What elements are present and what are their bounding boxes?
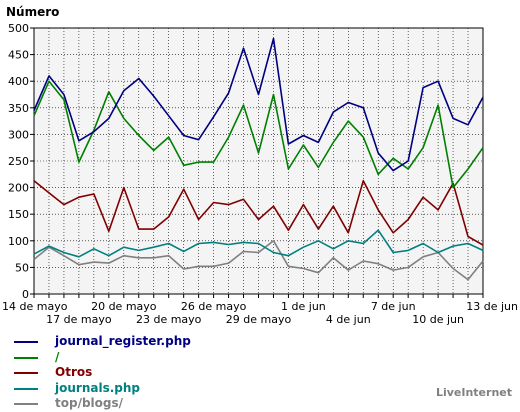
y-tick-label: 500 [8, 22, 29, 35]
x-tick-label: 1 de jun [281, 300, 326, 313]
series-group [33, 37, 484, 281]
series-line [33, 80, 484, 189]
y-axis-title: Número [6, 5, 59, 19]
series-line [33, 240, 484, 281]
x-tick-label: 23 de mayo [136, 313, 202, 326]
legend-swatch [14, 403, 38, 405]
y-tick-label: 150 [8, 208, 29, 221]
credit-label: LiveInternet [435, 386, 512, 399]
series-line [33, 229, 484, 258]
y-tick-label: 50 [15, 261, 29, 274]
y-tick-label: 400 [8, 75, 29, 88]
y-tick-label: 300 [8, 128, 29, 141]
legend-swatch [14, 372, 38, 374]
x-tick-label: 10 de jun [412, 313, 464, 326]
y-tick-label: 350 [8, 102, 29, 115]
y-tick-label: 250 [8, 155, 29, 168]
legend-swatch [14, 341, 38, 343]
legend-label: journal_register.php [55, 334, 191, 348]
legend-swatch [14, 356, 38, 359]
x-tick-label: 13 de jun [466, 300, 518, 313]
x-tick-label: 26 de mayo [181, 300, 247, 313]
x-tick-label: 20 de mayo [91, 300, 157, 313]
x-tick-label: 17 de mayo [46, 313, 112, 326]
series-line [33, 179, 484, 246]
legend-swatch [14, 387, 38, 390]
legend-label: journals.php [55, 380, 140, 395]
series-line [33, 37, 484, 172]
x-tick-label: 14 de mayo [2, 300, 68, 313]
y-tick-label: 450 [8, 49, 29, 62]
legend-label: top/blogs/ [55, 396, 124, 410]
y-axis: 0 50 100 150 200 250 300 350 400 450 500 [8, 22, 34, 301]
y-tick-label: 200 [8, 182, 29, 195]
x-tick-label: 4 de jun [326, 313, 371, 326]
x-tick-label: 29 de mayo [226, 313, 292, 326]
legend-label: Otros [55, 365, 93, 379]
y-tick-label: 100 [8, 235, 29, 248]
y-tick-label: 0 [22, 288, 29, 301]
x-tick-label: 7 de jun [371, 300, 416, 313]
legend-label: / [55, 349, 60, 364]
